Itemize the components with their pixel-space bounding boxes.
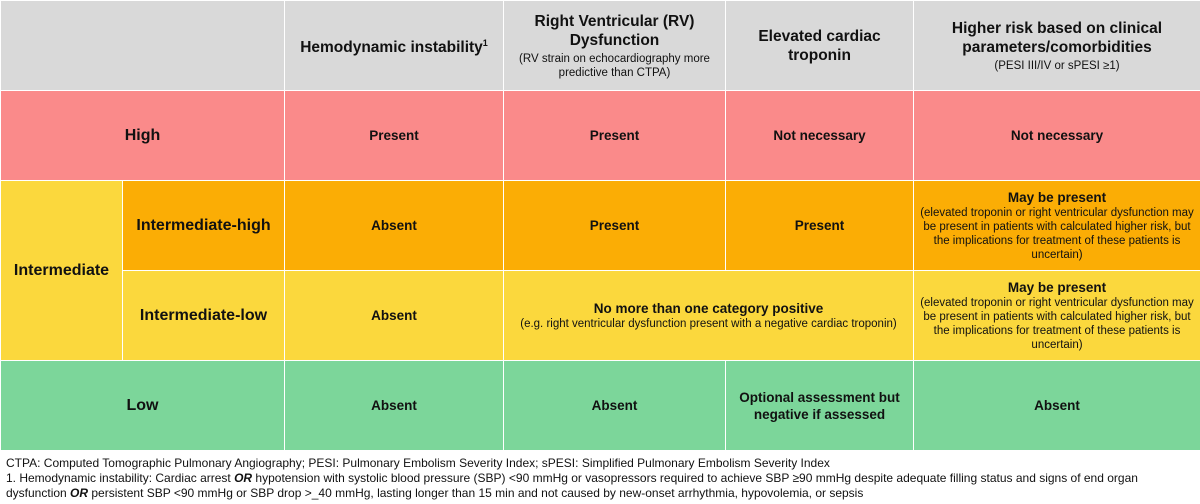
row-high-hemodynamic: Present bbox=[284, 90, 504, 181]
row-intermediate-low-hemodynamic: Absent bbox=[284, 270, 504, 361]
row-intermediate-low-clinical: May be present (elevated troponin or rig… bbox=[913, 270, 1200, 361]
row-intermediate-low-label: Intermediate-low bbox=[122, 270, 285, 361]
header-clinical-sub: (PESI III/IV or sPESI ≥1) bbox=[994, 59, 1120, 72]
risk-stratification-table: Hemodynamic instability1 Right Ventricul… bbox=[0, 0, 1200, 451]
header-troponin-label: Elevated cardiac troponin bbox=[758, 27, 881, 64]
row-intermediate-high-hemodynamic: Absent bbox=[284, 180, 504, 271]
header-corner bbox=[0, 0, 285, 91]
row-low-troponin: Optional assessment but negative if asse… bbox=[725, 360, 914, 451]
row-low-rv: Absent bbox=[503, 360, 726, 451]
row-low: Low Absent Absent Optional assessment bu… bbox=[0, 360, 1200, 451]
header-rv-sub: (RV strain on echocardiography more pred… bbox=[519, 52, 710, 79]
footnote-hemodynamic-instability: 1. Hemodynamic instability: Cardiac arre… bbox=[6, 471, 1138, 500]
header-clinical: Higher risk based on clinical parameters… bbox=[913, 0, 1200, 91]
row-high: High Present Present Not necessary Not n… bbox=[0, 90, 1200, 181]
row-intermediate-high-clinical: May be present (elevated troponin or rig… bbox=[913, 180, 1200, 271]
row-intermediate-high-troponin: Present bbox=[725, 180, 914, 271]
row-intermediate-high-label: Intermediate-high bbox=[122, 180, 285, 271]
row-intermediate-label: Intermediate bbox=[0, 180, 123, 361]
header-troponin: Elevated cardiac troponin bbox=[725, 0, 914, 91]
row-low-clinical: Absent bbox=[913, 360, 1200, 451]
row-low-label: Low bbox=[0, 360, 285, 451]
row-low-hemodynamic: Absent bbox=[284, 360, 504, 451]
footnote-marker: 1 bbox=[482, 37, 488, 48]
row-high-troponin: Not necessary bbox=[725, 90, 914, 181]
row-intermediate-low-rv-troponin: No more than one category positive (e.g.… bbox=[503, 270, 914, 361]
row-intermediate-low: Intermediate-low Absent No more than one… bbox=[1, 270, 1200, 361]
row-intermediate-high-rv: Present bbox=[503, 180, 726, 271]
footnote-abbreviations: CTPA: Computed Tomographic Pulmonary Ang… bbox=[6, 456, 830, 470]
header-clinical-label: Higher risk based on clinical parameters… bbox=[951, 19, 1163, 56]
row-intermediate-high: Intermediate Intermediate-high Absent Pr… bbox=[0, 180, 1200, 361]
row-high-label: High bbox=[0, 90, 285, 181]
header-row: Hemodynamic instability1 Right Ventricul… bbox=[0, 0, 1200, 91]
header-hemodynamic-label: Hemodynamic instability bbox=[300, 39, 483, 57]
row-high-rv: Present bbox=[503, 90, 726, 181]
header-rv-label: Right Ventricular (RV) Dysfunction bbox=[534, 12, 695, 49]
row-high-clinical: Not necessary bbox=[913, 90, 1200, 181]
footnotes: CTPA: Computed Tomographic Pulmonary Ang… bbox=[6, 456, 1196, 501]
header-rv: Right Ventricular (RV) Dysfunction (RV s… bbox=[503, 0, 726, 91]
header-hemodynamic: Hemodynamic instability1 bbox=[284, 0, 504, 91]
